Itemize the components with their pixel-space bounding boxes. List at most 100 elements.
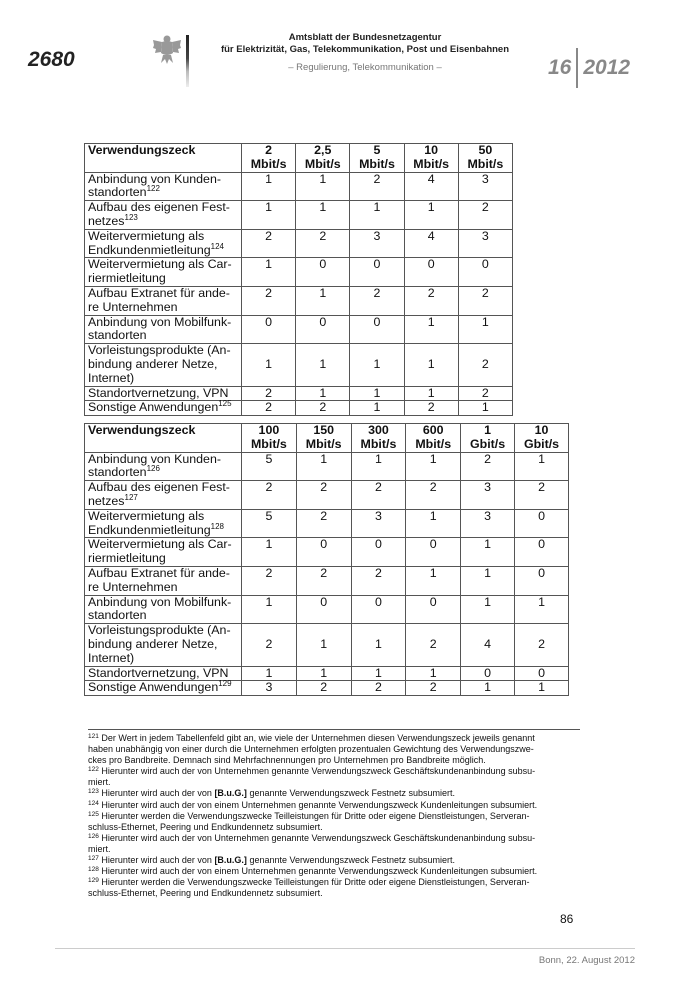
column-header-line: Verwendungszeck <box>88 143 196 157</box>
row-label-line: Endkundenmietleitung <box>88 522 211 537</box>
footnote-number: 123 <box>88 788 99 796</box>
table-cell: 1 <box>240 343 297 387</box>
table-cell: 1 <box>240 171 297 202</box>
column-header-line: Mbit/s <box>413 156 450 171</box>
footnote: 128 Hierunter wird auch der von einem Un… <box>88 866 588 877</box>
table-cell: 2 <box>457 343 514 387</box>
footnote: 129 Hierunter werden die Verwendungszwec… <box>88 877 588 899</box>
row-label-line: Aufbau des eigenen Fest- <box>88 480 230 495</box>
row-label-line: netzes <box>88 493 125 508</box>
table-cell: 0 <box>295 594 352 625</box>
table-cell: 0 <box>350 537 407 567</box>
table-row: Sonstige Anwendungen125 2 2 1 2 1 <box>84 399 514 417</box>
table-cell: 0 <box>295 314 351 345</box>
table-cell: 1 <box>460 594 516 625</box>
table-row: Anbindung von Mobilfunk-standorten 1 0 0 0 1 1 <box>84 594 569 625</box>
column-header-line: 150 <box>313 423 335 437</box>
column-header-line: 50 <box>478 143 493 157</box>
footnote-number: 129 <box>88 877 99 885</box>
table-cell: 2 <box>241 623 297 667</box>
table-row: Vorleistungsprodukte (An-bindung anderer… <box>84 623 569 667</box>
table-row: Weitervermietung als Endkundenmietleitung… <box>84 228 514 259</box>
footnotes: 121 Der Wert in jedem Tabellenfeld gibt … <box>88 733 588 899</box>
masthead: Amtsblatt der Bundesnetzagentur für Elek… <box>200 32 530 74</box>
page-number: 86 <box>560 912 574 926</box>
footnote-text-cont: genannte Verwendungszweck Festnetz subsu… <box>246 788 456 799</box>
table-cell: 1 <box>514 680 569 697</box>
table-cell: 2 <box>241 480 297 510</box>
table-cell: 2 <box>295 565 352 596</box>
table-cell: 2 <box>240 385 297 402</box>
row-label-line: netzes <box>88 213 125 228</box>
table-row: Aufbau des eigenen Fest-netzes123 1 1 1 1 2 <box>84 200 514 230</box>
column-header-line: Gbit/s <box>523 436 560 451</box>
table-cell: 2 <box>295 480 352 510</box>
table-cell: 2 <box>240 228 297 259</box>
volume-number: 16 <box>548 56 572 79</box>
column-header-line: Gbit/s <box>470 436 506 451</box>
footnote-number: 127 <box>88 855 99 863</box>
column-header-line: Mbit/s <box>250 156 287 171</box>
federal-eagle-icon <box>153 35 181 64</box>
column-header-line: 2,5 <box>314 143 332 157</box>
table-cell: 0 <box>295 257 351 287</box>
footnote: 121 Der Wert in jedem Tabellenfeld gibt … <box>88 733 588 766</box>
table-cell: 1 <box>295 665 352 682</box>
row-label-line: Weitervermietung als <box>88 508 205 523</box>
table-cell: 1 <box>457 400 514 417</box>
footnote-text: Der Wert in jedem Tabellenfeld gibt an, … <box>88 733 535 766</box>
table-cell: 2 <box>241 565 297 596</box>
row-label-line: riermietleitung <box>88 271 166 286</box>
row-label: Aufbau des eigenen Fest-netzes127 <box>84 480 242 510</box>
column-header: 2 Mbit/s <box>240 143 297 173</box>
table-cell: 1 <box>349 343 405 387</box>
table-cell: 1 <box>295 385 351 402</box>
table-row: Aufbau Extranet für ande-re Unternehmen 2… <box>84 565 569 596</box>
column-header: 300 Mbit/s <box>350 423 407 453</box>
table-row: Weitervermietung als Car-riermietleitung… <box>84 537 569 567</box>
table-row: Weitervermietung als Endkundenmietleitung… <box>84 508 569 539</box>
column-header: 1 Gbit/s <box>460 423 516 453</box>
table-cell: 5 <box>241 451 297 482</box>
row-label: Weitervermietung als Car-riermietleitung <box>84 537 242 567</box>
footnote-text: Hierunter wird auch der von einem Untern… <box>101 799 538 810</box>
table-cell: 3 <box>241 680 297 697</box>
table-row: Vorleistungsprodukte (An-bindung anderer… <box>84 343 514 387</box>
table-cell: 1 <box>241 537 297 567</box>
column-header-line: Mbit/s <box>304 156 341 171</box>
footnote-text-cont: genannte Verwendungszweck Festnetz subsu… <box>246 855 456 866</box>
table-row: Standortvernetzung, VPN 1 1 1 1 0 0 <box>84 665 569 682</box>
row-label: Anbindung von Mobilfunk-standorten <box>84 594 242 625</box>
column-header-line: Mbit/s <box>359 156 395 171</box>
footnote-number: 122 <box>88 766 99 774</box>
table-cell: 1 <box>405 565 462 596</box>
footnote-text: Hierunter werden die Verwendungszwecke T… <box>88 877 530 899</box>
table-cell: 2 <box>405 623 462 667</box>
table-header-row: Verwendungszeck 2 Mbit/s 2,5 Mbit/s 5 Mbit/s 10… <box>84 143 514 173</box>
table-cell: 1 <box>240 257 297 287</box>
table-cell: 3 <box>349 228 405 259</box>
table-cell: 2 <box>514 480 569 510</box>
row-label-line: Vorleistungsprodukte (An- <box>88 343 231 358</box>
table-row: Anbindung von Mobilfunk-standorten 0 0 0 1 1 <box>84 314 514 345</box>
column-header-line: 5 <box>373 143 381 157</box>
footnote-ref: 126 <box>146 464 160 474</box>
footnote-ref: 125 <box>218 399 232 409</box>
table-cell: 5 <box>241 508 297 539</box>
table-cell: 3 <box>457 228 514 259</box>
table-cell: 1 <box>349 385 405 402</box>
row-label-line: standorten <box>88 465 147 480</box>
row-label-line: Standortvernetzung, VPN <box>88 385 229 400</box>
footer-divider <box>55 948 635 949</box>
column-header: 5 Mbit/s <box>349 143 405 173</box>
table-cell: 2 <box>460 451 516 482</box>
table-cell: 0 <box>457 257 514 287</box>
table-cell: 2 <box>240 400 297 417</box>
row-label: Aufbau Extranet für ande-re Unternehmen <box>84 565 242 596</box>
row-label: Weitervermietung als Car-riermietleitung <box>84 257 242 287</box>
footnote-text: Hierunter wird auch der von Unternehmen … <box>88 766 536 788</box>
column-header-line: Mbit/s <box>467 156 504 171</box>
column-header-line: 300 <box>368 423 389 437</box>
row-label-line: Weitervermietung als <box>88 228 205 243</box>
table-cell: 0 <box>350 594 407 625</box>
